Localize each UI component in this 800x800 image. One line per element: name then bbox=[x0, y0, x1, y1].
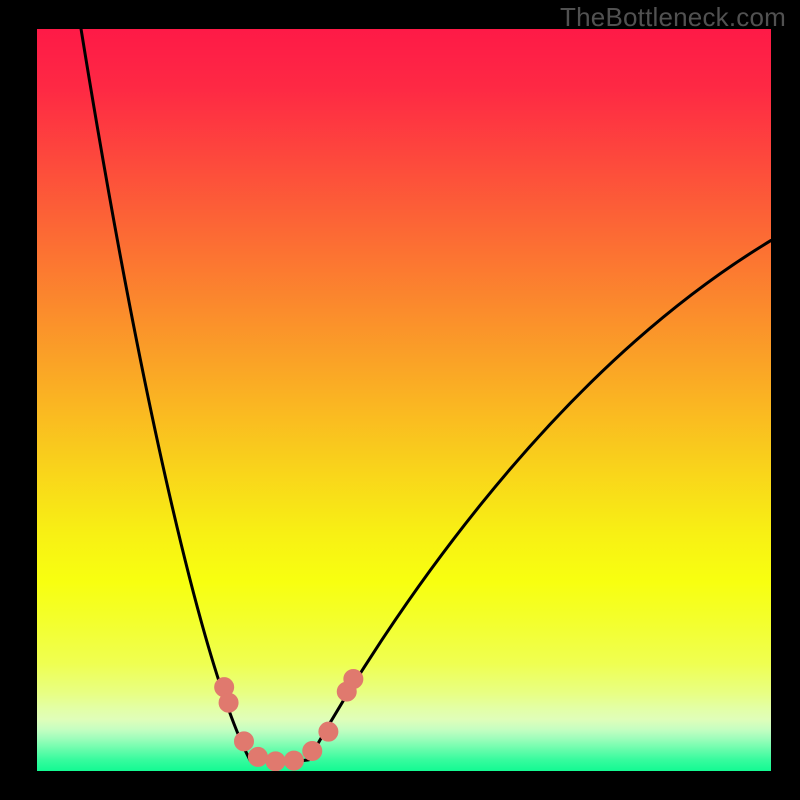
data-marker bbox=[266, 752, 285, 771]
data-marker bbox=[248, 747, 267, 766]
plot-area bbox=[37, 29, 771, 771]
data-marker bbox=[219, 693, 238, 712]
data-marker bbox=[284, 751, 303, 770]
watermark-label: TheBottleneck.com bbox=[560, 2, 786, 33]
bottleneck-chart bbox=[37, 29, 771, 771]
data-marker bbox=[344, 669, 363, 688]
data-marker bbox=[319, 722, 338, 741]
data-marker bbox=[303, 741, 322, 760]
gradient-background bbox=[37, 29, 771, 771]
data-marker bbox=[234, 732, 253, 751]
